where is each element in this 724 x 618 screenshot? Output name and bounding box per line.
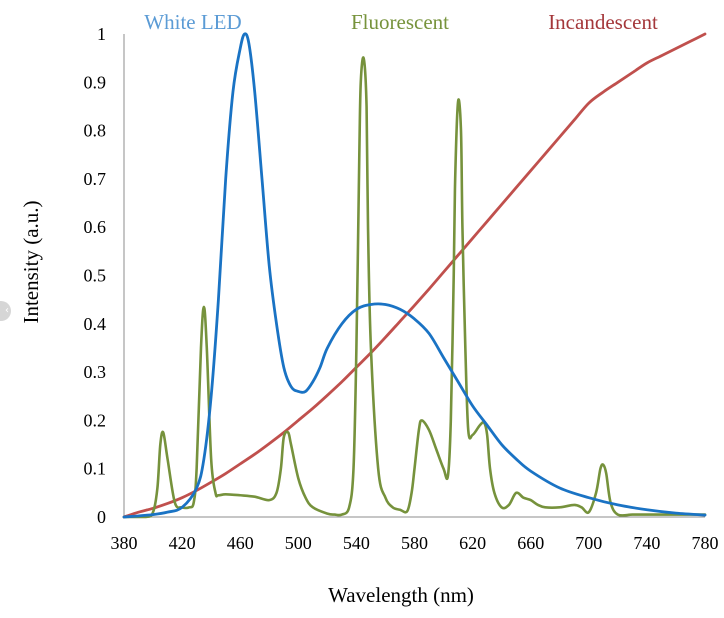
y-tick-label: 0.1 [84,459,107,479]
legend-white-led: White LED [144,10,241,34]
x-tick-label: 780 [692,533,719,553]
y-tick-label: 0.4 [84,314,107,334]
x-tick-labels: 380 420 460 500 540 580 620 660 700 740 780 [111,533,719,553]
y-tick-label: 1 [97,24,106,44]
y-tick-label: 0.6 [84,217,107,237]
series-lines [122,32,707,519]
x-tick-label: 700 [575,533,602,553]
y-tick-label: 0.5 [84,266,107,286]
x-tick-label: 420 [169,533,196,553]
y-tick-labels: 0 0.1 0.2 0.3 0.4 0.5 0.6 0.7 0.8 0.9 1 [84,24,107,527]
legend: White LED Fluorescent Incandescent [144,10,658,34]
fluorescent-line [122,56,707,519]
x-tick-label: 540 [343,533,370,553]
incandescent-line [122,32,707,519]
x-tick-label: 460 [227,533,254,553]
x-tick-label: 500 [285,533,312,553]
x-tick-label: 380 [111,533,138,553]
y-tick-label: 0.8 [84,121,107,141]
y-tick-label: 0.7 [84,169,107,189]
x-tick-label: 580 [401,533,428,553]
white-led-line [122,32,707,519]
y-tick-label: 0 [97,507,106,527]
y-tick-label: 0.3 [84,362,107,382]
x-tick-label: 660 [517,533,544,553]
legend-fluorescent: Fluorescent [351,10,449,34]
axes [123,34,705,518]
side-collapse-handle[interactable]: ‹ [0,301,11,321]
y-tick-label: 0.2 [84,410,107,430]
x-tick-label: 740 [633,533,660,553]
legend-incandescent: Incandescent [548,10,658,34]
x-tick-label: 620 [459,533,486,553]
x-axis-title: Wavelength (nm) [328,583,474,607]
y-axis-title: Intensity (a.u.) [19,200,43,323]
y-tick-label: 0.9 [84,72,107,92]
